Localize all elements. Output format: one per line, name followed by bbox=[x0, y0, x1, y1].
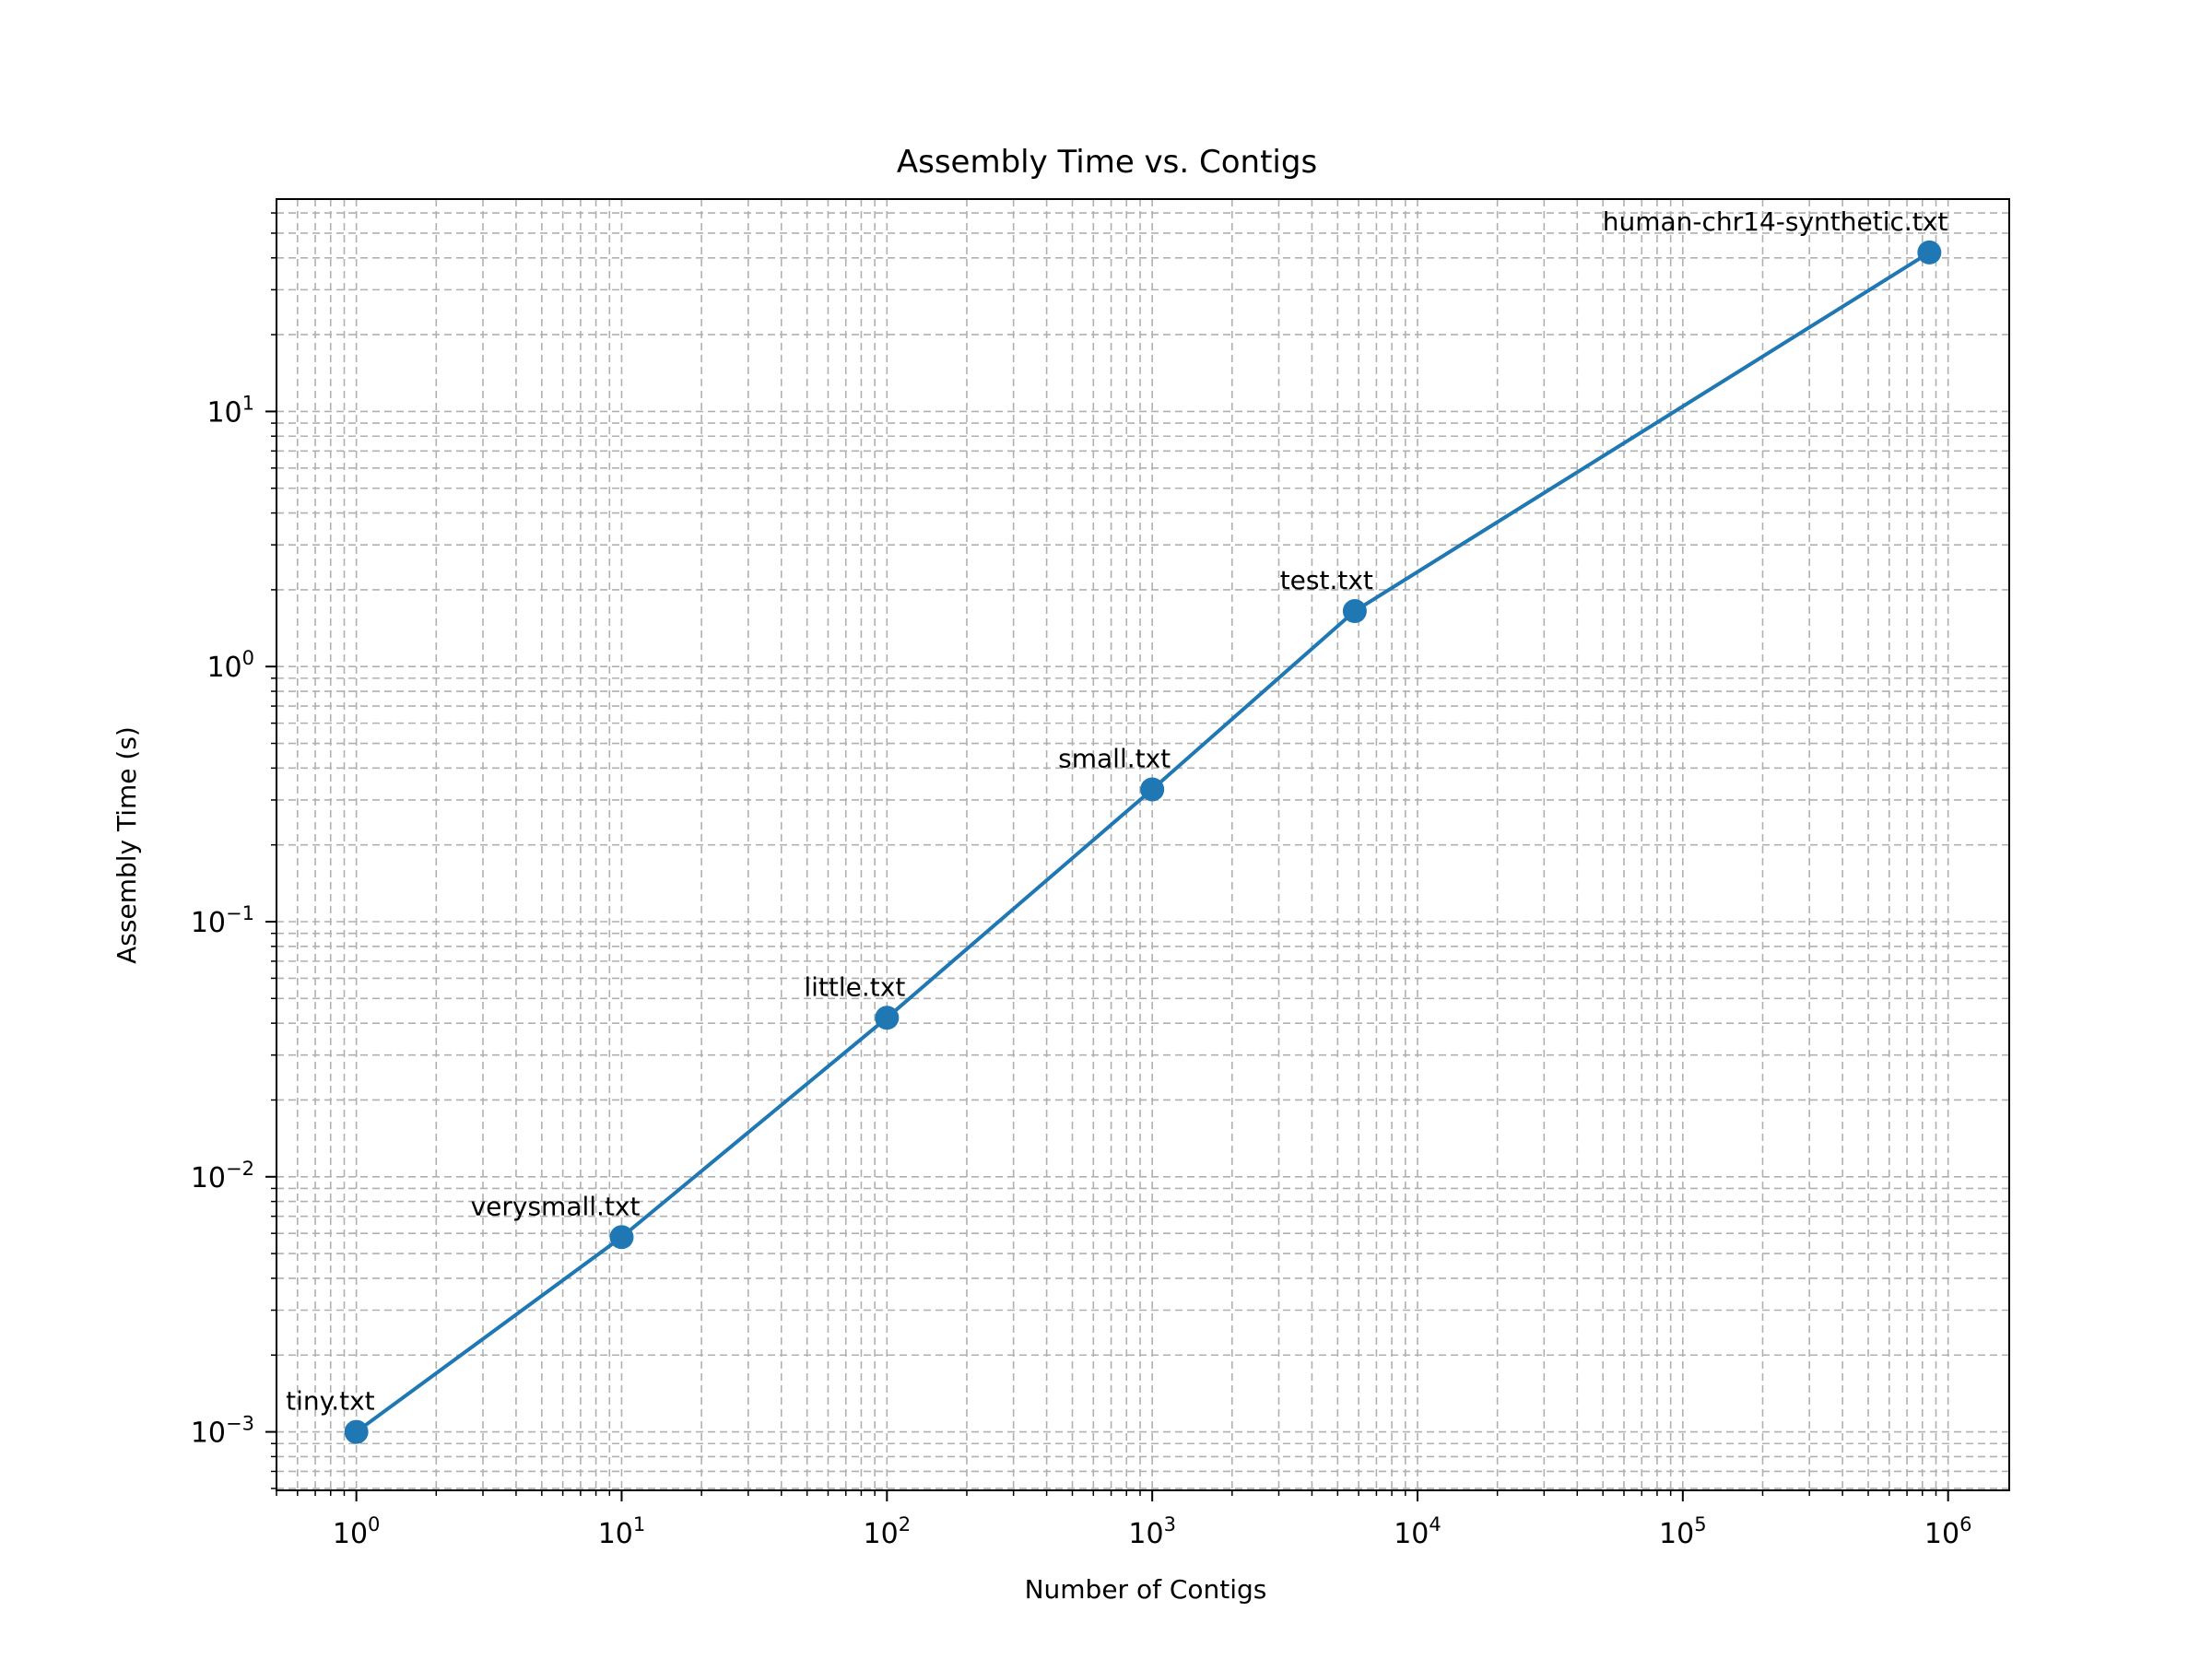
x-tick-labels: 100 101 102 103 104 105 106 bbox=[333, 1513, 1972, 1550]
x-axis-label: Number of Contigs bbox=[1025, 1574, 1267, 1605]
y-tick-label: 100 bbox=[206, 647, 254, 684]
x-tick-label: 106 bbox=[1924, 1513, 1972, 1550]
data-point bbox=[875, 1006, 900, 1030]
point-label: small.txt bbox=[1058, 743, 1171, 773]
series-layer: tiny.txt verysmall.txt little.txt small.txt… bbox=[286, 206, 1947, 1444]
data-point bbox=[1342, 599, 1367, 624]
y-tick-label: 10−3 bbox=[191, 1413, 254, 1450]
point-label: tiny.txt bbox=[286, 1386, 375, 1417]
y-tick-label: 101 bbox=[206, 392, 254, 429]
data-point bbox=[344, 1419, 369, 1444]
point-label: verysmall.txt bbox=[471, 1191, 641, 1221]
chart-title: Assembly Time vs. Contigs bbox=[897, 144, 1317, 181]
y-tick-label: 10−1 bbox=[191, 902, 254, 939]
x-tick-label: 103 bbox=[1128, 1513, 1176, 1550]
x-tick-label: 105 bbox=[1659, 1513, 1707, 1550]
series-line bbox=[355, 251, 1931, 1434]
data-point bbox=[1140, 777, 1165, 802]
x-tick-label: 102 bbox=[864, 1513, 912, 1550]
x-tick-label: 104 bbox=[1394, 1513, 1441, 1550]
plot-frame bbox=[276, 198, 2010, 1491]
data-point bbox=[1917, 240, 1942, 265]
grid-lines bbox=[276, 199, 2009, 1490]
y-tick-labels: 10−3 10−2 10−1 100 101 bbox=[191, 392, 254, 1449]
point-label: little.txt bbox=[804, 971, 905, 1002]
x-tick-label: 100 bbox=[333, 1513, 381, 1550]
data-point bbox=[609, 1225, 634, 1250]
point-label: test.txt bbox=[1280, 565, 1373, 595]
point-label: human-chr14-synthetic.txt bbox=[1603, 206, 1948, 237]
y-axis-label: Assembly Time (s) bbox=[112, 726, 142, 964]
y-tick-label: 10−2 bbox=[191, 1158, 254, 1194]
x-tick-label: 101 bbox=[598, 1513, 646, 1550]
